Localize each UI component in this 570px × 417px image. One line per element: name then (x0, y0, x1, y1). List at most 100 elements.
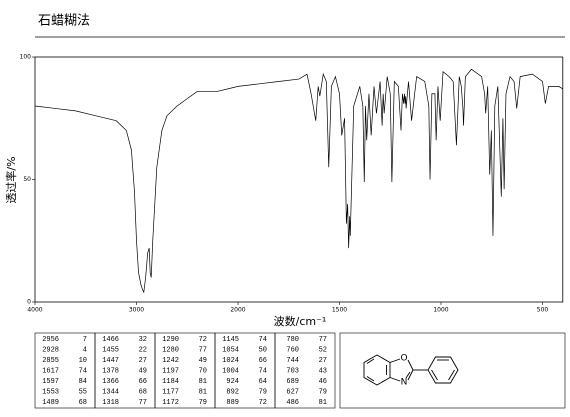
table-wavenumber: 1004 (222, 367, 239, 375)
table-wavenumber: 1242 (162, 357, 179, 365)
plot-frame (34, 56, 564, 303)
table-wavenumber: 486 (286, 399, 299, 407)
table-wavenumber: 1455 (102, 346, 119, 354)
y-axis-label: 透过率/% (4, 156, 18, 203)
table-wavenumber: 1024 (222, 357, 239, 365)
table-transmittance: 64 (259, 378, 267, 386)
x-tick-label: 2000 (230, 307, 245, 314)
table-wavenumber: 1489 (42, 399, 59, 407)
table-transmittance: 43 (319, 367, 327, 375)
y-tick-label: 0 (27, 299, 31, 306)
table-transmittance: 66 (259, 357, 267, 365)
table-transmittance: 79 (319, 388, 327, 396)
table-transmittance: 79 (259, 388, 267, 396)
table-transmittance: 68 (79, 399, 87, 407)
table-wavenumber: 1197 (162, 367, 179, 375)
chart-title: 石蜡糊法 (38, 13, 90, 29)
table-wavenumber: 1177 (162, 388, 179, 396)
bond (407, 359, 414, 371)
table-transmittance: 81 (319, 399, 327, 407)
table-wavenumber: 744 (286, 357, 299, 365)
table-transmittance: 84 (79, 378, 87, 386)
table-transmittance: 70 (199, 367, 207, 375)
x-tick-label: 1000 (433, 307, 448, 314)
table-wavenumber: 2956 (42, 336, 59, 344)
table-transmittance: 77 (139, 399, 147, 407)
table-transmittance: 46 (319, 378, 327, 386)
double-bond (366, 376, 375, 382)
table-transmittance: 50 (259, 346, 267, 354)
table-wavenumber: 892 (226, 388, 239, 396)
table-transmittance: 22 (139, 346, 147, 354)
phenyl-ring (427, 356, 459, 384)
table-wavenumber: 627 (286, 388, 299, 396)
table-wavenumber: 1617 (42, 367, 59, 375)
table-transmittance: 55 (79, 388, 87, 396)
bond (389, 358, 401, 363)
table-wavenumber: 1290 (162, 336, 179, 344)
table-transmittance: 49 (139, 367, 147, 375)
table-wavenumber: 2855 (42, 357, 59, 365)
table-group (274, 332, 336, 409)
table-wavenumber: 689 (286, 378, 299, 386)
table-transmittance: 10 (79, 357, 87, 365)
structure-box (339, 332, 566, 409)
double-bond (448, 369, 455, 381)
table-transmittance: 7 (83, 336, 87, 344)
table-wavenumber: 703 (286, 367, 299, 375)
table-wavenumber: 1145 (222, 336, 239, 344)
table-wavenumber: 1447 (102, 357, 119, 365)
table-wavenumber: 889 (226, 399, 239, 407)
table-transmittance: 27 (319, 357, 327, 365)
x-tick-label: 500 (537, 307, 549, 314)
table-transmittance: 52 (319, 346, 327, 354)
table-transmittance: 49 (199, 357, 207, 365)
table-wavenumber: 1318 (102, 399, 119, 407)
table-wavenumber: 1597 (42, 378, 59, 386)
table-wavenumber: 1172 (162, 399, 179, 407)
double-bond (431, 369, 438, 381)
table-wavenumber: 1553 (42, 388, 59, 396)
table-transmittance: 74 (259, 336, 267, 344)
bond (389, 377, 401, 382)
y-tick-label: 50 (23, 176, 31, 183)
atom-label: N (401, 378, 408, 388)
x-tick-label: 1500 (332, 307, 347, 314)
table-transmittance: 66 (139, 378, 147, 386)
atom-label: O (400, 354, 407, 364)
table-transmittance: 27 (139, 357, 147, 365)
table-transmittance: 81 (199, 388, 207, 396)
table-wavenumber: 1054 (222, 346, 239, 354)
table-transmittance: 68 (139, 388, 147, 396)
table-wavenumber: 2928 (42, 346, 59, 354)
table-wavenumber: 1344 (102, 388, 119, 396)
x-tick-label: 4000 (27, 307, 42, 314)
table-wavenumber: 760 (286, 346, 299, 354)
table-wavenumber: 1280 (162, 346, 179, 354)
double-bond (405, 371, 411, 379)
spectrum-line (34, 68, 563, 294)
table-wavenumber: 924 (226, 378, 239, 386)
table-transmittance: 4 (83, 346, 87, 354)
table-transmittance: 77 (199, 346, 207, 354)
table-wavenumber: 1366 (102, 378, 119, 386)
bond (407, 369, 414, 381)
structure (363, 354, 459, 386)
table-wavenumber: 1184 (162, 378, 179, 386)
table-wavenumber: 1378 (102, 367, 119, 375)
x-axis-label: 波数/cm⁻¹ (274, 315, 327, 328)
table-transmittance: 79 (199, 399, 207, 407)
table-wavenumber: 780 (286, 336, 299, 344)
double-bond (366, 358, 375, 364)
table-transmittance: 72 (199, 336, 207, 344)
table-transmittance: 77 (319, 336, 327, 344)
table-transmittance: 72 (259, 399, 267, 407)
x-tick-label: 3000 (129, 307, 144, 314)
y-tick-label: 100 (20, 54, 32, 61)
table-transmittance: 81 (199, 378, 207, 386)
table-transmittance: 74 (259, 367, 267, 375)
table-wavenumber: 1466 (102, 336, 119, 344)
table-transmittance: 32 (139, 336, 147, 344)
